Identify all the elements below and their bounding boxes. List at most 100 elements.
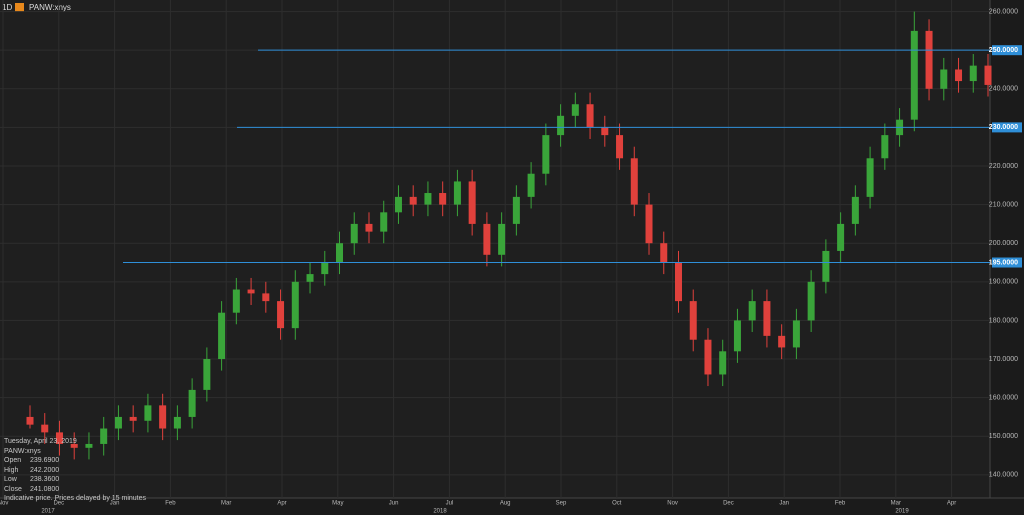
x-tick-label: Dec (53, 501, 64, 507)
level-label: 250.0000 (989, 47, 1018, 54)
info-row: Close 241.0800 (4, 485, 146, 495)
candle-body (822, 250, 830, 282)
candle-body (247, 289, 255, 294)
candle-body (660, 243, 668, 263)
candle-body (778, 335, 786, 348)
candle-body (365, 223, 373, 232)
x-tick-label: Sep (556, 501, 567, 507)
symbol: PANW:xnys (29, 3, 71, 12)
x-tick-label: Jul (446, 501, 454, 507)
x-tick-label: Nov (667, 501, 678, 507)
candle-body (394, 196, 402, 213)
y-tick-label: 180.0000 (989, 317, 1018, 324)
x-tick-label: Jan (110, 501, 120, 507)
y-tick-label: 240.0000 (989, 86, 1018, 93)
y-tick-label: 170.0000 (989, 356, 1018, 363)
candle-body (262, 293, 270, 302)
year-label: 2018 (433, 509, 447, 515)
info-symbol: PANW:xnys (4, 447, 41, 455)
y-tick-label: 140.0000 (989, 472, 1018, 479)
candle-body (616, 135, 624, 159)
info-row: High 242.2000 (4, 466, 146, 476)
candle-body (969, 65, 977, 82)
symbol-icon (15, 3, 24, 12)
candle-body (984, 65, 992, 85)
candle-body (336, 243, 344, 263)
candle-body (689, 301, 697, 340)
info-value: 239.6900 (30, 457, 60, 464)
candle-body (144, 405, 152, 421)
info-value: 242.2000 (30, 466, 60, 474)
x-tick-label: Nov (0, 501, 8, 507)
candle-body (557, 115, 565, 136)
y-tick-label: 200.0000 (989, 240, 1018, 247)
candle-body (350, 223, 358, 244)
level-label: 195.0000 (989, 259, 1018, 266)
candle-body (232, 289, 240, 313)
candle-body (630, 158, 638, 205)
info-row: Low 238.3600 (4, 475, 146, 485)
candle-body (100, 428, 108, 444)
candle-body (910, 30, 918, 120)
candle-body (527, 173, 535, 197)
candle-body (26, 416, 34, 425)
x-tick-label: Apr (947, 501, 956, 507)
candle-body (748, 301, 756, 321)
info-note: Indicative price. Prices delayed by 15 m… (4, 495, 147, 502)
candle-body (85, 443, 93, 448)
candle-body (159, 405, 167, 429)
candle-body (719, 351, 727, 375)
candle-body (837, 223, 845, 251)
candle-body (453, 181, 461, 205)
level-label-box (992, 257, 1022, 268)
candle-body (483, 223, 491, 255)
interval: 1D (2, 3, 12, 12)
x-tick-label: Dec (723, 501, 734, 507)
x-tick-label: Aug (500, 501, 511, 507)
candle-body (468, 181, 476, 224)
y-tick-label: 160.0000 (989, 394, 1018, 401)
info-label: Low (4, 476, 17, 483)
candle-body (41, 424, 49, 433)
candle-body (704, 339, 712, 375)
candle-body (571, 104, 579, 116)
candle-body (955, 69, 963, 82)
info-box: Tuesday, April 23, 2019 PANW:xnys Open 23… (4, 437, 146, 504)
candle-body (940, 69, 948, 89)
candle-body (674, 262, 682, 302)
x-tick-label: Apr (277, 501, 286, 507)
candle-body (763, 301, 771, 336)
candle-body (586, 104, 594, 128)
info-value: 241.0800 (30, 485, 60, 493)
y-tick-label: 260.0000 (989, 8, 1018, 15)
y-tick-label: 210.0000 (989, 201, 1018, 208)
level-label: 230.0000 (989, 124, 1018, 131)
level-label-box (992, 45, 1022, 56)
candle-body (188, 389, 196, 417)
candle-body (645, 204, 653, 244)
candle-body (807, 281, 815, 321)
x-tick-label: Mar (891, 501, 901, 507)
candle-body (866, 158, 874, 197)
level-label-box (992, 122, 1022, 133)
x-tick-label: May (332, 501, 343, 507)
candle-body (498, 223, 506, 255)
candle-body (129, 416, 137, 421)
candle-body (542, 135, 550, 174)
candle-body (306, 274, 314, 282)
x-tick-label: Oct (612, 501, 622, 507)
x-tick-label: Jun (389, 501, 399, 507)
y-tick-label: 220.0000 (989, 163, 1018, 170)
candle-body (218, 312, 226, 360)
candle-body (851, 196, 859, 224)
candle-body (925, 30, 933, 89)
candle-body (114, 416, 122, 429)
candle-body (733, 320, 741, 352)
y-tick-label: 150.0000 (989, 433, 1018, 440)
info-label: Close (4, 485, 22, 493)
year-label: 2017 (41, 509, 55, 515)
candle-body (55, 432, 63, 444)
info-value: 238.3600 (30, 476, 60, 483)
info-label: Open (4, 457, 22, 464)
